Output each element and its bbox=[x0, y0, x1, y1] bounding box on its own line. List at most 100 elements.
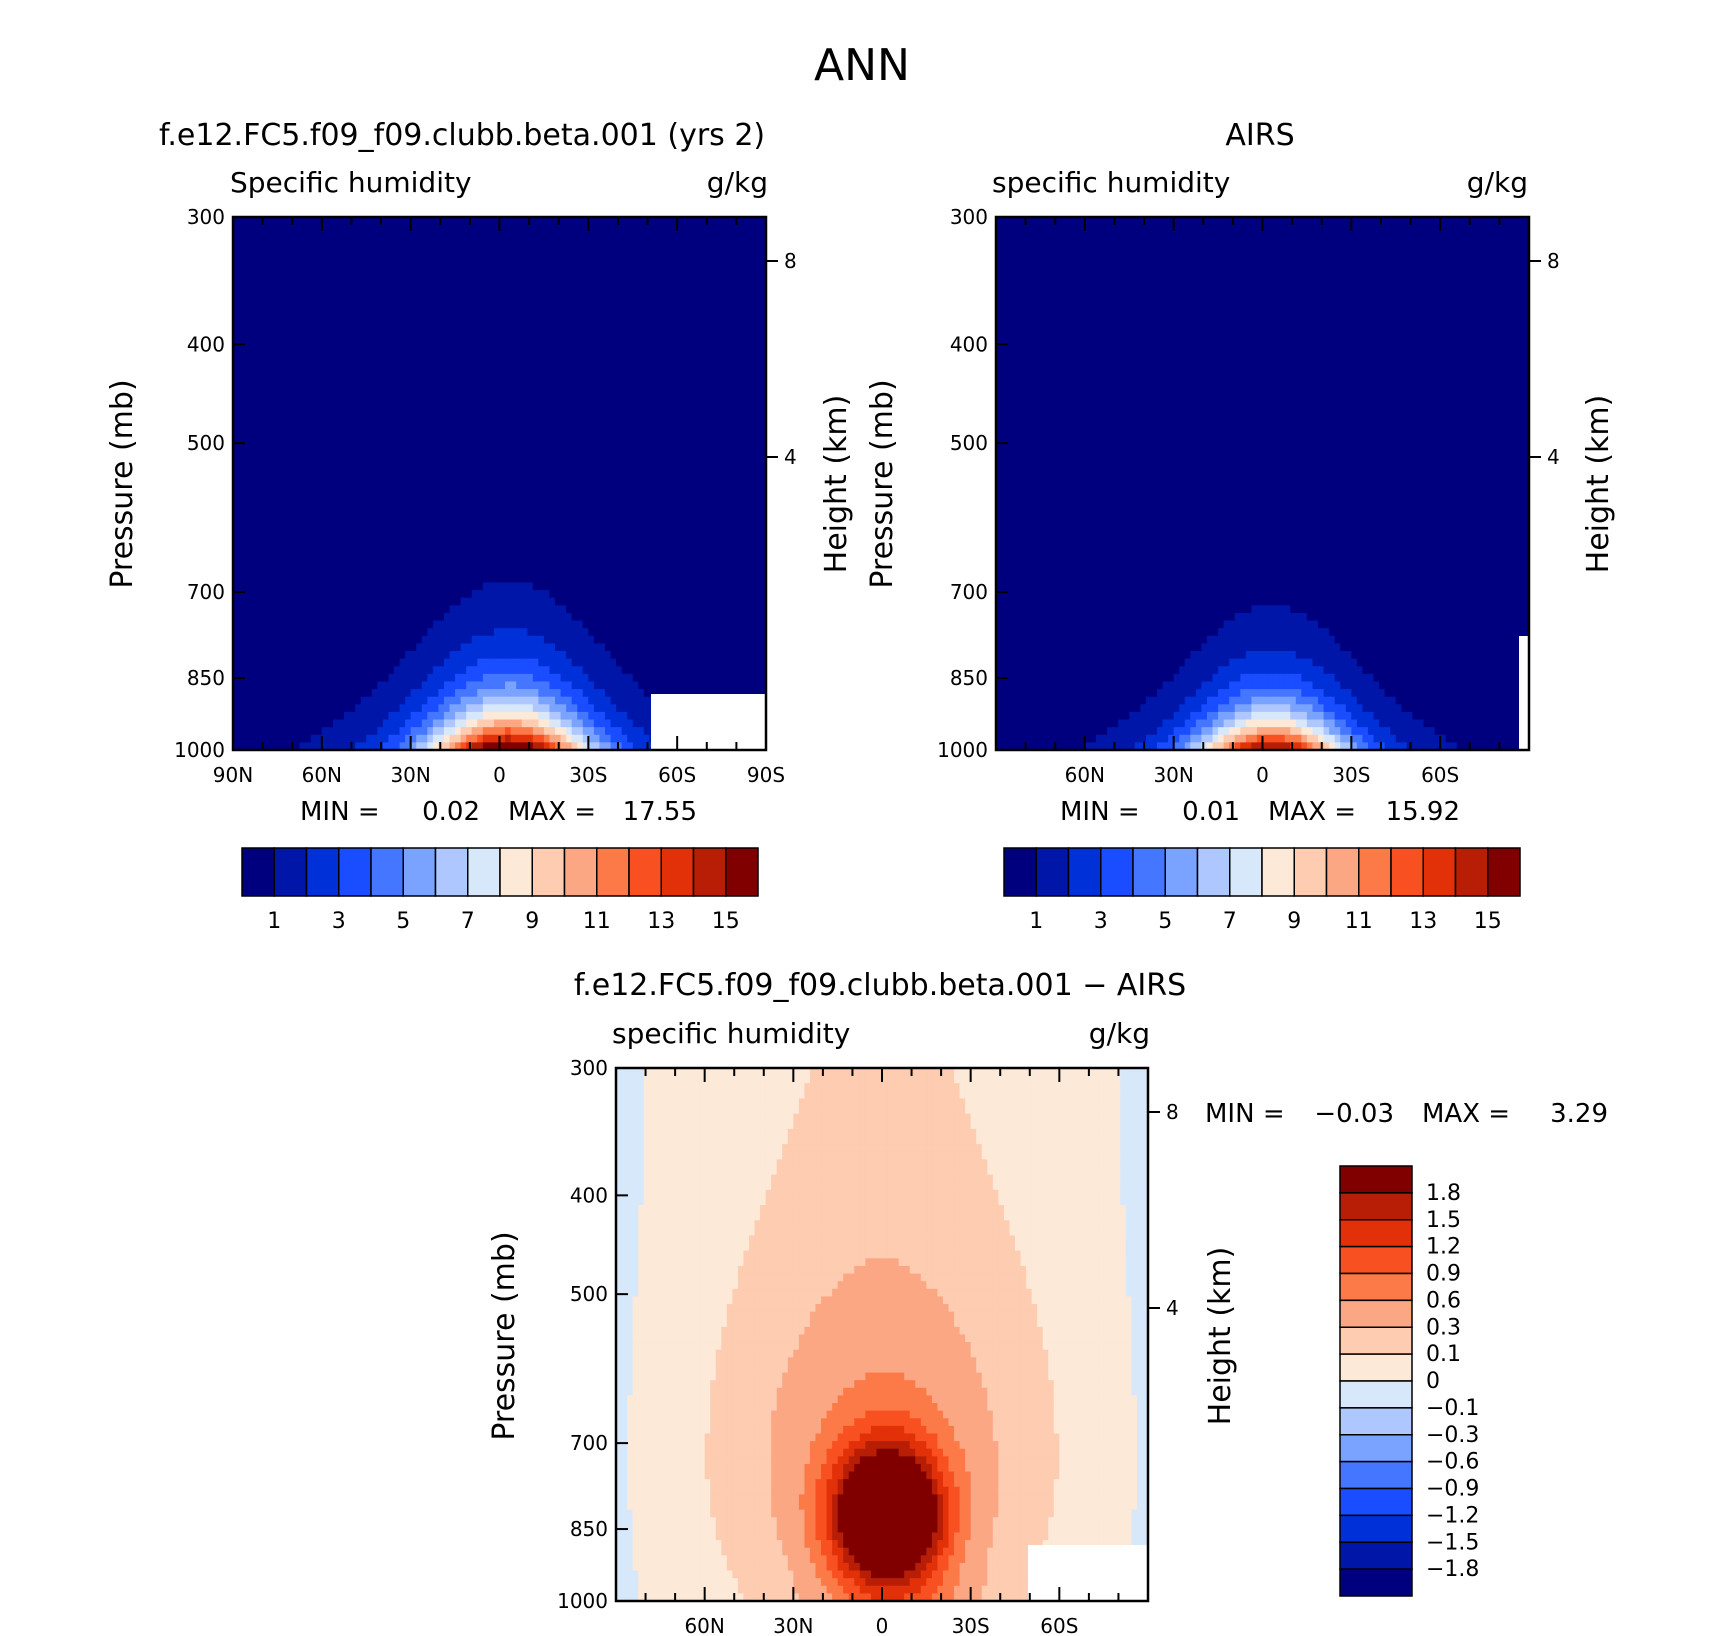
contour-cell bbox=[255, 346, 261, 354]
contour-cell bbox=[422, 377, 428, 385]
contour-cell bbox=[572, 423, 578, 431]
contour-cell bbox=[477, 316, 483, 324]
contour-cell bbox=[433, 369, 439, 377]
contour-cell bbox=[316, 491, 322, 499]
contour-cell bbox=[461, 240, 467, 248]
contour-cell bbox=[400, 415, 406, 423]
contour-cell bbox=[255, 232, 261, 240]
contour-cell bbox=[572, 499, 578, 507]
contour-cell bbox=[394, 544, 400, 552]
contour-cell bbox=[649, 400, 655, 408]
contour-cell bbox=[638, 324, 644, 332]
contour-cell bbox=[311, 514, 317, 522]
contour-cell bbox=[411, 415, 417, 423]
contour-cell bbox=[422, 544, 428, 552]
contour-cell bbox=[438, 575, 444, 583]
contour-cell bbox=[433, 506, 439, 514]
contour-cell bbox=[427, 301, 433, 309]
contour-cell bbox=[633, 590, 639, 598]
contour-cell bbox=[500, 598, 506, 606]
contour-cell bbox=[383, 552, 389, 560]
contour-cell bbox=[400, 590, 406, 598]
contour-cell bbox=[710, 423, 716, 431]
contour-cell bbox=[555, 476, 561, 484]
contour-cell bbox=[483, 324, 489, 332]
contour-cell bbox=[355, 590, 361, 598]
contour-cell bbox=[372, 308, 378, 316]
contour-cell bbox=[477, 377, 483, 385]
contour-cell bbox=[727, 255, 733, 263]
contour-cell bbox=[455, 506, 461, 514]
contour-cell bbox=[572, 476, 578, 484]
contour-cell bbox=[594, 331, 600, 339]
contour-cell bbox=[616, 552, 622, 560]
contour-cell bbox=[655, 453, 661, 461]
contour-cell bbox=[516, 598, 522, 606]
contour-cell bbox=[672, 324, 678, 332]
contour-cell bbox=[666, 575, 672, 583]
contour-cell bbox=[488, 529, 494, 537]
contour-cell bbox=[655, 423, 661, 431]
contour-cell bbox=[338, 453, 344, 461]
contour-cell bbox=[383, 438, 389, 446]
contour-cell bbox=[383, 506, 389, 514]
contour-cell bbox=[722, 354, 728, 362]
contour-cell bbox=[394, 270, 400, 278]
contour-cell bbox=[261, 377, 267, 385]
contour-cell bbox=[566, 567, 572, 575]
contour-cell bbox=[555, 506, 561, 514]
contour-cell bbox=[555, 278, 561, 286]
contour-cell bbox=[666, 225, 672, 233]
contour-cell bbox=[594, 445, 600, 453]
contour-cell bbox=[305, 225, 311, 233]
contour-cell bbox=[583, 247, 589, 255]
contour-cell bbox=[444, 514, 450, 522]
contour-cell bbox=[388, 522, 394, 530]
contour-cell bbox=[422, 552, 428, 560]
contour-cell bbox=[361, 225, 367, 233]
contour-cell bbox=[289, 369, 295, 377]
contour-cell bbox=[511, 346, 517, 354]
contour-cell bbox=[644, 423, 650, 431]
contour-cell bbox=[538, 423, 544, 431]
contour-cell bbox=[616, 605, 622, 613]
contour-cell bbox=[266, 255, 272, 263]
contour-cell bbox=[638, 453, 644, 461]
contour-cell bbox=[516, 560, 522, 568]
contour-cell bbox=[522, 270, 528, 278]
contour-cell bbox=[594, 491, 600, 499]
contour-cell bbox=[372, 354, 378, 362]
contour-cell bbox=[705, 362, 711, 370]
contour-cell bbox=[416, 354, 422, 362]
contour-cell bbox=[727, 453, 733, 461]
contour-cell bbox=[572, 400, 578, 408]
contour-cell bbox=[688, 324, 694, 332]
contour-cell bbox=[383, 415, 389, 423]
contour-cell bbox=[555, 590, 561, 598]
contour-cell bbox=[300, 415, 306, 423]
contour-cell bbox=[583, 598, 589, 606]
contour-cell bbox=[683, 491, 689, 499]
contour-cell bbox=[333, 438, 339, 446]
contour-cell bbox=[688, 506, 694, 514]
contour-cell bbox=[438, 468, 444, 476]
contour-cell bbox=[722, 385, 728, 393]
contour-cell bbox=[666, 308, 672, 316]
contour-cell bbox=[316, 499, 322, 507]
contour-cell bbox=[438, 529, 444, 537]
contour-cell bbox=[477, 423, 483, 431]
contour-cell bbox=[322, 415, 328, 423]
contour-cell bbox=[416, 567, 422, 575]
contour-cell bbox=[566, 552, 572, 560]
contour-cell bbox=[588, 582, 594, 590]
contour-cell bbox=[433, 468, 439, 476]
contour-cell bbox=[749, 590, 755, 598]
contour-cell bbox=[605, 438, 611, 446]
contour-cell bbox=[505, 567, 511, 575]
contour-cell bbox=[472, 278, 478, 286]
contour-cell bbox=[466, 377, 472, 385]
contour-cell bbox=[277, 575, 283, 583]
contour-cell bbox=[688, 316, 694, 324]
contour-cell bbox=[710, 461, 716, 469]
contour-cell bbox=[688, 544, 694, 552]
